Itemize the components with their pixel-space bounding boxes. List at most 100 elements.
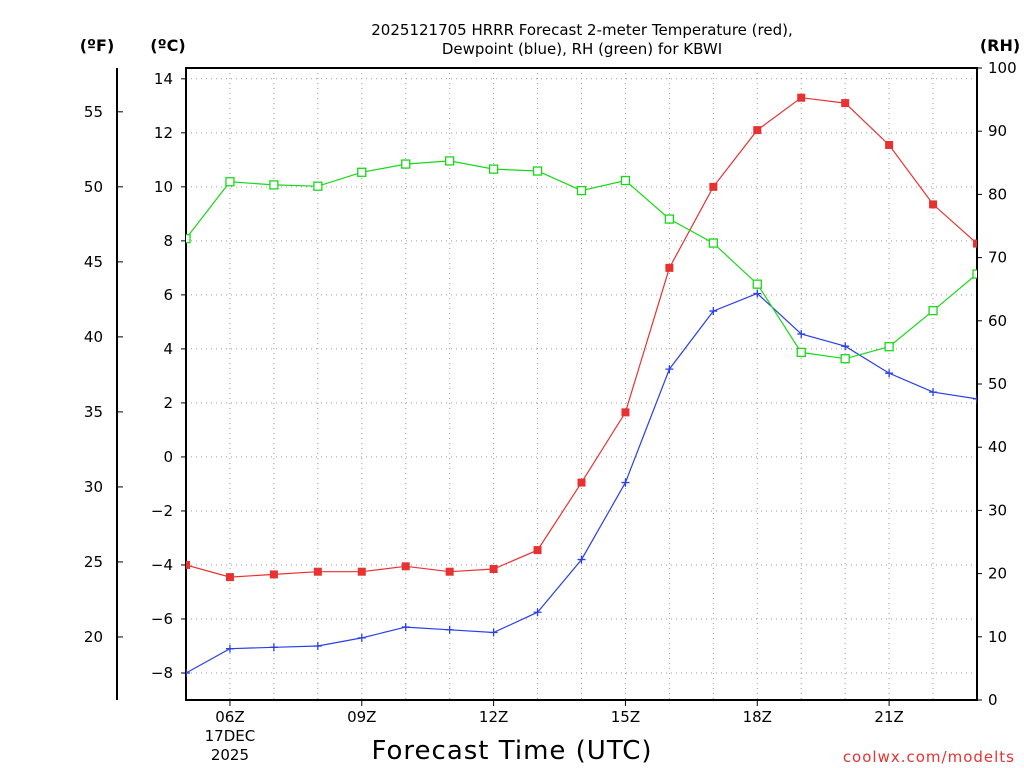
dewpoint-point xyxy=(709,307,718,316)
temperature-point xyxy=(577,478,586,487)
time-tick-label: 18Z xyxy=(743,708,772,726)
dewpoint-point xyxy=(533,608,542,617)
rh-tick-label: 30 xyxy=(988,501,1007,519)
temperature-point xyxy=(797,93,806,102)
rh-point xyxy=(708,238,718,248)
rh-tick-label: 50 xyxy=(988,375,1007,393)
rh-point xyxy=(313,181,323,191)
dewpoint-point xyxy=(929,388,938,397)
dewpoint-point xyxy=(357,633,366,642)
dewpoint-point xyxy=(885,369,894,378)
fahrenheit-tick-label: 50 xyxy=(84,178,103,196)
temperature-point xyxy=(885,140,894,149)
rh-tick-label: 90 xyxy=(988,122,1007,140)
celsius-tick-label: 12 xyxy=(154,124,173,142)
rh-tick-label: 20 xyxy=(988,565,1007,583)
celsius-tick-label: 8 xyxy=(163,232,173,250)
temperature-point xyxy=(269,570,278,579)
temperature-point xyxy=(357,567,366,576)
grid-lines xyxy=(186,68,977,700)
rh-tick-label: 60 xyxy=(988,312,1007,330)
rh-tick-label: 80 xyxy=(988,185,1007,203)
rh-point xyxy=(186,233,191,244)
rh-tick-label: 10 xyxy=(988,628,1007,646)
celsius-tick-label: −8 xyxy=(151,664,173,682)
rh-point xyxy=(576,185,587,196)
dewpoint-point xyxy=(665,365,674,374)
rh-point xyxy=(269,180,279,190)
temperature-point xyxy=(401,562,410,571)
fahrenheit-axis-label: (ºF) xyxy=(80,36,115,55)
rh-point xyxy=(752,279,762,289)
dewpoint-point xyxy=(797,330,806,339)
fahrenheit-tick-label: 35 xyxy=(84,403,103,421)
rh-point xyxy=(225,177,235,187)
temperature-point xyxy=(186,560,190,569)
celsius-tick-label: −2 xyxy=(151,502,173,520)
year-label: 2025 xyxy=(211,746,249,764)
dewpoint-point xyxy=(621,478,630,487)
rh-point xyxy=(401,159,411,169)
temperature-point xyxy=(489,565,498,574)
fahrenheit-tick-label: 55 xyxy=(84,103,103,121)
dewpoint-point xyxy=(313,641,322,650)
fahrenheit-tick-label: 30 xyxy=(84,478,103,496)
dewpoint-point xyxy=(186,668,190,677)
celsius-tick-label: 14 xyxy=(154,70,173,88)
time-tick-label: 21Z xyxy=(874,708,903,726)
dewpoint-point xyxy=(401,623,410,632)
temperature-point xyxy=(313,567,322,576)
dewpoint-point xyxy=(841,342,850,351)
rh-tick-label: 0 xyxy=(988,691,998,709)
rh-point xyxy=(488,164,499,174)
dewpoint-point xyxy=(445,625,454,634)
temperature-point xyxy=(225,573,234,582)
temperature-point xyxy=(929,200,938,209)
chart-title-line-2: Dewpoint (blue), RH (green) for KBWI xyxy=(442,40,722,58)
rh-point xyxy=(620,175,631,186)
celsius-tick-label: −6 xyxy=(151,610,173,628)
fahrenheit-tick-labels: 55 50 45 40 35 30 25 20 xyxy=(84,103,123,646)
temperature-point xyxy=(709,182,718,191)
fahrenheit-tick-label: 20 xyxy=(84,628,103,646)
dewpoint-point xyxy=(577,555,586,564)
temperature-line xyxy=(186,97,977,578)
rh-point xyxy=(884,342,894,352)
rh-point xyxy=(796,347,806,358)
temperature-point xyxy=(533,546,542,555)
time-tick-label: 06Z xyxy=(215,708,244,726)
dewpoint-point xyxy=(489,628,498,637)
celsius-axis-label: (ºC) xyxy=(150,36,185,55)
temperature-point xyxy=(621,408,630,417)
dewpoint-point xyxy=(753,289,762,298)
celsius-tick-label: 0 xyxy=(163,448,173,466)
rh-point xyxy=(357,167,367,177)
temperature-point xyxy=(445,567,454,576)
temperature-point xyxy=(973,239,977,248)
time-tick-label: 15Z xyxy=(611,708,640,726)
rh-point xyxy=(972,269,977,279)
dewpoint-point xyxy=(225,644,234,653)
rh-point xyxy=(445,156,455,166)
series-group xyxy=(186,93,977,677)
time-tick-label: 09Z xyxy=(347,708,376,726)
rh-point xyxy=(532,166,543,176)
rh-point xyxy=(928,306,938,316)
series-layer xyxy=(186,93,977,677)
chart-title-line-1: 2025121705 HRRR Forecast 2-meter Tempera… xyxy=(371,21,792,39)
fahrenheit-tick-label: 25 xyxy=(84,553,103,571)
temperature-point xyxy=(753,126,762,135)
rh-tick-label: 40 xyxy=(988,438,1007,456)
time-tick-label: 12Z xyxy=(479,708,508,726)
rh-tick-label: 100 xyxy=(988,59,1017,77)
x-axis-title: Forecast Time (UTC) xyxy=(371,736,652,766)
rh-point xyxy=(840,354,850,364)
celsius-tick-label: 6 xyxy=(163,286,173,304)
site-credit: coolwx.com/modelts xyxy=(843,748,1015,766)
temperature-point xyxy=(665,263,674,272)
celsius-tick-label: 10 xyxy=(154,178,173,196)
celsius-tick-labels: 14 12 10 8 6 4 2 0 −2 −4 −6 −8 xyxy=(151,70,186,682)
